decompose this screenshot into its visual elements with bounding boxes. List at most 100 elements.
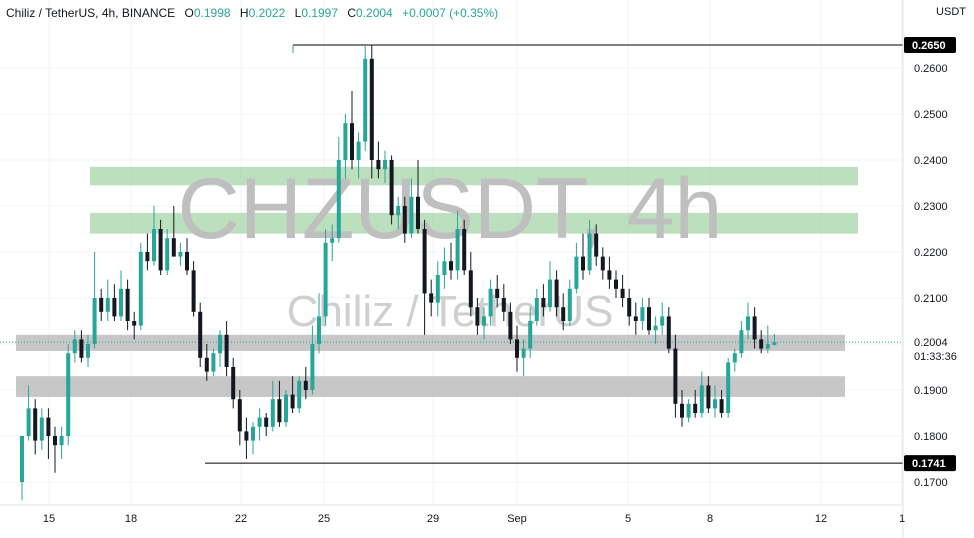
price-tag-label[interactable]: 0.2650 [912,40,946,52]
candle[interactable] [488,279,493,326]
candle[interactable] [277,380,282,427]
candle[interactable] [442,247,447,289]
candle[interactable] [204,344,209,381]
candle[interactable] [719,390,724,418]
candle[interactable] [336,137,341,243]
candle[interactable] [330,224,335,262]
candle[interactable] [475,298,480,335]
candle[interactable] [237,390,242,446]
candle[interactable] [435,261,440,317]
candle[interactable] [416,160,420,234]
candle[interactable] [191,261,196,317]
candle[interactable] [138,242,143,331]
candle[interactable] [257,408,262,441]
candle[interactable] [726,357,731,418]
candle[interactable] [356,132,361,179]
candle[interactable] [86,334,90,367]
candle[interactable] [185,238,189,275]
candle[interactable] [521,339,526,377]
candle[interactable] [501,284,506,321]
candle[interactable] [145,233,150,271]
candle[interactable] [158,219,163,275]
candle[interactable] [732,348,737,372]
candle[interactable] [455,210,460,280]
candle[interactable] [224,321,229,377]
candle[interactable] [541,284,546,317]
candle[interactable] [495,275,500,308]
candle[interactable] [699,371,704,418]
candle[interactable] [765,325,770,354]
candle[interactable] [152,206,156,266]
candle[interactable] [39,408,44,450]
candle[interactable] [270,380,275,432]
candles[interactable] [20,45,777,501]
x-axis[interactable]: 15 18 22 25 29 Sep 5 8 12 1 [0,504,905,525]
candle[interactable] [383,150,387,183]
candle[interactable] [132,311,137,340]
candle[interactable] [528,307,533,358]
candle[interactable] [581,233,585,280]
symbol-title[interactable]: Chiliz / TetherUS, 4h, BINANCE [6,6,176,20]
candle[interactable] [317,293,321,354]
candle[interactable] [376,141,381,179]
candle[interactable] [666,307,671,354]
candle[interactable] [468,252,473,317]
candle[interactable] [633,302,638,335]
candle[interactable] [79,330,84,363]
candle[interactable] [231,357,236,409]
candle[interactable] [350,91,354,170]
candle[interactable] [46,408,51,459]
candle[interactable] [713,385,717,418]
candle[interactable] [627,288,632,326]
candle[interactable] [752,307,757,349]
candle[interactable] [706,376,711,413]
candle[interactable] [165,229,170,275]
candle[interactable] [66,344,71,446]
candle[interactable] [462,219,467,275]
candle[interactable] [567,279,572,326]
candle[interactable] [310,325,315,395]
candle[interactable] [303,367,308,400]
candle[interactable] [92,252,97,349]
candle[interactable] [72,330,77,363]
candle[interactable] [99,288,104,321]
price-tag-label[interactable]: 0.1741 [912,458,946,470]
candle[interactable] [218,330,222,367]
candle[interactable] [125,279,130,331]
candle[interactable] [449,242,453,280]
candle[interactable] [746,302,750,340]
candle[interactable] [105,279,110,321]
candle[interactable] [297,376,302,413]
candle[interactable] [561,293,566,331]
candle[interactable] [396,196,401,229]
candle[interactable] [594,224,599,266]
candle[interactable] [534,288,539,326]
candle[interactable] [508,302,513,344]
candle[interactable] [759,330,764,354]
candle[interactable] [53,426,57,473]
candle[interactable] [363,45,368,151]
candle[interactable] [290,376,295,413]
y-axis[interactable]: 0.2600 0.2500 0.2400 0.2300 0.2200 0.2100 0.19… [902,0,957,538]
candle[interactable] [119,270,123,321]
candle[interactable] [178,242,183,266]
candle[interactable] [673,334,678,418]
candle[interactable] [607,256,612,289]
candle[interactable] [343,114,348,179]
candle[interactable] [171,206,176,257]
candle[interactable] [20,436,24,501]
candle[interactable] [402,196,407,243]
candle[interactable] [686,399,691,423]
candle[interactable] [482,307,486,340]
candle[interactable] [515,325,519,372]
candle[interactable] [26,385,31,441]
candle[interactable] [409,178,414,239]
candle[interactable] [422,219,427,335]
candle[interactable] [211,348,216,377]
candle[interactable] [284,390,288,427]
candle[interactable] [429,279,434,317]
candle[interactable] [548,261,552,312]
candle[interactable] [554,270,559,317]
candle[interactable] [389,155,394,225]
